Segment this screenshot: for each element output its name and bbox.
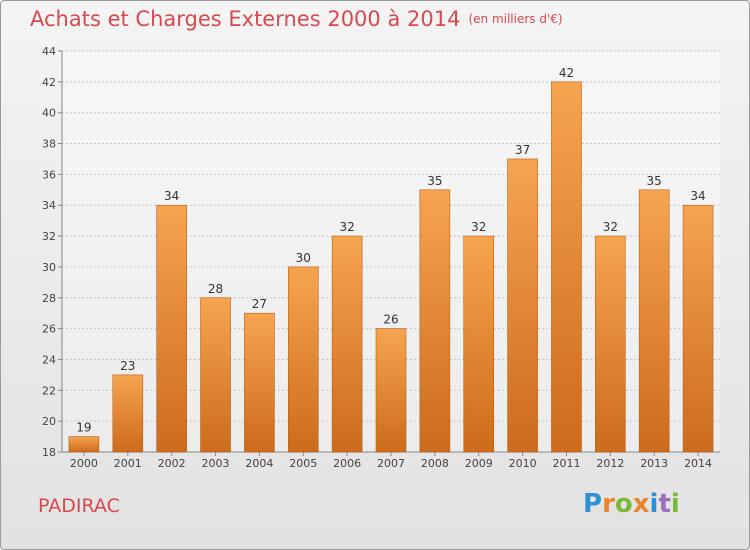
logo-letter: x [632, 489, 650, 519]
bar-value-label: 42 [559, 66, 574, 80]
x-tick-label: 2000 [70, 457, 98, 470]
x-tick-label: 2009 [465, 457, 493, 470]
bar [244, 312, 275, 453]
bar-value-label: 27 [252, 297, 267, 311]
y-tick-label: 38 [42, 138, 56, 151]
bar-value-label: 32 [339, 220, 354, 234]
bar [287, 266, 319, 453]
proxiti-logo: Proxiti [583, 489, 680, 519]
y-tick-label: 30 [42, 261, 56, 274]
chart-title-text: Achats et Charges Externes 2000 à 2014 [30, 7, 461, 31]
x-tick-label: 2014 [684, 457, 712, 470]
y-tick-label: 28 [42, 292, 56, 305]
x-tick-label: 2002 [158, 457, 186, 470]
y-tick-label: 22 [42, 384, 56, 397]
x-tick-label: 2005 [289, 457, 317, 470]
x-tick-label: 2004 [245, 457, 273, 470]
bar [595, 235, 626, 453]
logo-letter: i [670, 489, 680, 519]
bar-value-label: 32 [471, 220, 486, 234]
y-tick-label: 20 [42, 415, 56, 428]
bar-value-label: 23 [120, 359, 135, 373]
y-tick-label: 44 [42, 45, 56, 58]
bar [419, 189, 451, 453]
chart-title: Achats et Charges Externes 2000 à 2014 (e… [30, 7, 563, 31]
x-tick-label: 2008 [421, 457, 449, 470]
commune-name: PADIRAC [38, 495, 120, 517]
bar-value-label: 35 [427, 174, 442, 188]
y-tick-label: 42 [42, 76, 56, 89]
logo-letter: r [602, 489, 615, 519]
bar-value-label: 19 [76, 421, 91, 435]
y-tick-label: 26 [42, 323, 56, 336]
logo-letter: t [658, 489, 671, 519]
bar-value-label: 35 [647, 174, 662, 188]
y-tick-label: 18 [42, 446, 56, 459]
x-tick-label: 2007 [377, 457, 405, 470]
bar-value-label: 26 [383, 313, 398, 327]
y-tick-label: 24 [42, 353, 56, 366]
logo-letter: P [583, 489, 603, 519]
y-tick-label: 40 [42, 107, 56, 120]
x-tick-label: 2006 [333, 457, 361, 470]
bar-value-label: 37 [515, 143, 530, 157]
y-tick-label: 32 [42, 230, 56, 243]
bar-value-label: 34 [690, 189, 705, 203]
bar [507, 158, 538, 453]
bar-value-label: 32 [603, 220, 618, 234]
x-tick-label: 2010 [509, 457, 537, 470]
chart-subtitle: (en milliers d'€) [468, 12, 563, 26]
bar [331, 235, 363, 453]
bar-value-label: 34 [164, 189, 179, 203]
x-tick-label: 2012 [596, 457, 624, 470]
x-tick-label: 2013 [640, 457, 668, 470]
logo-letter: o [614, 489, 633, 519]
bar [68, 436, 100, 453]
x-tick-label: 2003 [202, 457, 230, 470]
bar [551, 81, 582, 453]
bar [156, 204, 187, 453]
y-tick-label: 36 [42, 168, 56, 181]
x-tick-label: 2001 [114, 457, 142, 470]
y-tick-label: 34 [42, 199, 56, 212]
bar [682, 204, 714, 453]
bar [463, 235, 495, 453]
bar-value-label: 30 [296, 251, 311, 265]
bar [638, 189, 670, 453]
bar-value-label: 28 [208, 282, 223, 296]
logo-letter: i [649, 489, 659, 519]
bar [112, 374, 144, 453]
x-tick-label: 2011 [552, 457, 580, 470]
bar [375, 328, 407, 453]
bar [200, 297, 231, 453]
